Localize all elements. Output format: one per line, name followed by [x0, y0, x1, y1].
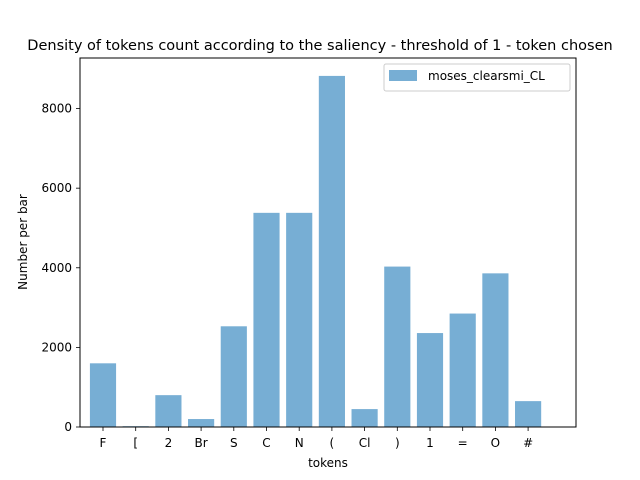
x-tick-label: Cl — [359, 436, 371, 450]
x-tick-label: O — [491, 436, 500, 450]
bar — [449, 313, 476, 427]
bar — [318, 75, 345, 427]
x-tick-label: # — [523, 436, 533, 450]
y-tick-label: 8000 — [41, 102, 72, 116]
y-tick-label: 0 — [64, 420, 72, 434]
bar — [220, 326, 247, 427]
x-tick-label: 2 — [165, 436, 173, 450]
x-tick-label: C — [262, 436, 270, 450]
y-tick-label: 2000 — [41, 340, 72, 354]
chart-title: Density of tokens count according to the… — [27, 38, 612, 54]
y-axis-ticks: 0 2000 4000 6000 8000 — [41, 102, 80, 434]
x-tick-label: F — [100, 436, 107, 450]
bar — [384, 266, 411, 427]
y-tick-label: 4000 — [41, 261, 72, 275]
x-tick-label: S — [230, 436, 238, 450]
legend-swatch — [389, 70, 417, 81]
bar — [515, 401, 542, 427]
bar — [188, 419, 215, 427]
bar — [253, 212, 280, 427]
y-tick-label: 6000 — [41, 181, 72, 195]
bar — [155, 395, 182, 427]
x-tick-label: 1 — [426, 436, 434, 450]
bars-group — [89, 75, 542, 427]
x-axis-ticks: F [2 Br S C N ( Cl) 1 = O # — [100, 427, 533, 450]
bar — [351, 409, 378, 427]
bar — [416, 333, 444, 427]
legend-box — [383, 63, 571, 92]
bar — [89, 363, 117, 427]
plot-frame — [79, 57, 577, 428]
x-tick-label: ) — [395, 436, 400, 450]
bar — [482, 273, 509, 427]
x-tick-label: = — [458, 436, 468, 450]
legend-label: moses_clearsmi_CL — [428, 69, 545, 83]
x-tick-label: N — [295, 436, 304, 450]
x-tick-label: [ — [133, 436, 138, 450]
legend: moses_clearsmi_CL — [383, 63, 571, 92]
x-tick-label: Br — [195, 436, 208, 450]
x-tick-label: ( — [330, 436, 335, 450]
bar — [286, 212, 313, 427]
x-axis-label: tokens — [308, 456, 348, 470]
y-axis-label: Number per bar — [16, 194, 30, 290]
